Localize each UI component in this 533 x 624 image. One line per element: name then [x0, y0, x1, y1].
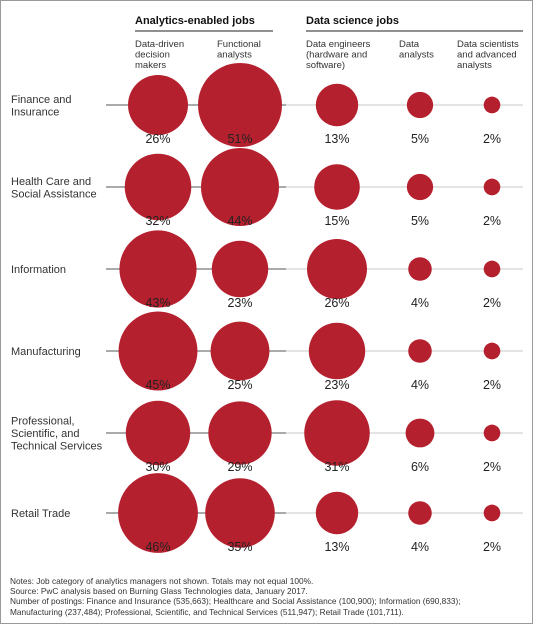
bubble: [405, 418, 435, 448]
bubble: [308, 322, 366, 380]
note-line: Number of postings: Finance and Insuranc…: [10, 596, 461, 607]
value-label: 29%: [227, 460, 252, 474]
bubble: [125, 400, 191, 466]
note-line: Source: PwC analysis based on Burning Gl…: [10, 586, 308, 597]
value-label: 25%: [227, 378, 252, 392]
bubble: [408, 501, 432, 525]
value-label: 23%: [227, 296, 252, 310]
value-label: 6%: [411, 460, 429, 474]
bubble: [314, 164, 360, 210]
bubble: [406, 173, 434, 201]
bubble: [483, 342, 501, 360]
bubble: [304, 400, 370, 466]
value-label: 43%: [145, 296, 170, 310]
bubble: [483, 260, 501, 278]
value-label: 15%: [324, 214, 349, 228]
value-label: 4%: [411, 296, 429, 310]
row-label: Information: [11, 264, 66, 276]
column-header: and advanced: [457, 50, 517, 61]
value-label: 45%: [145, 378, 170, 392]
value-label: 2%: [483, 132, 501, 146]
column-header: (hardware and: [306, 50, 367, 61]
bubble: [119, 230, 197, 308]
bubble: [307, 239, 367, 299]
column-header: Data-driven: [135, 39, 184, 50]
bubble: [200, 147, 280, 227]
value-label: 2%: [483, 540, 501, 554]
bubble: [483, 96, 501, 114]
bubble: [406, 91, 434, 119]
note-line: Notes: Job category of analytics manager…: [10, 576, 314, 586]
column-header: Functional: [217, 39, 261, 50]
value-label: 26%: [324, 296, 349, 310]
bubble: [483, 424, 501, 442]
row-label: Insurance: [11, 106, 59, 118]
bubble: [483, 504, 501, 522]
bubble: [408, 257, 432, 281]
bubble: [208, 401, 272, 465]
value-label: 4%: [411, 540, 429, 554]
group-title: Data science jobs: [306, 15, 399, 27]
row-label: Manufacturing: [11, 346, 81, 358]
row-label: Retail Trade: [11, 508, 70, 520]
value-label: 31%: [324, 460, 349, 474]
bubble: [408, 339, 432, 363]
column-header: decision: [135, 50, 170, 61]
value-label: 2%: [483, 378, 501, 392]
chart-notes: Notes: Job category of analytics manager…: [10, 576, 525, 617]
column-header: analysts: [457, 60, 492, 71]
value-label: 5%: [411, 214, 429, 228]
value-label: 51%: [227, 132, 252, 146]
column-header: Data engineers: [306, 39, 371, 50]
row-label: Technical Services: [11, 441, 103, 453]
column-header: software): [306, 60, 345, 71]
column-header: Data scientists: [457, 39, 519, 50]
value-label: 2%: [483, 460, 501, 474]
value-label: 46%: [145, 540, 170, 554]
bubble: [210, 321, 270, 381]
column-header: Data: [399, 39, 420, 50]
value-label: 13%: [324, 540, 349, 554]
column-header: makers: [135, 60, 166, 71]
bubble: [483, 178, 501, 196]
value-label: 2%: [483, 214, 501, 228]
bubble: [205, 478, 275, 548]
bubble: [128, 75, 188, 135]
value-label: 13%: [324, 132, 349, 146]
value-label: 32%: [145, 214, 170, 228]
column-header: analysts: [399, 50, 434, 61]
value-label: 26%: [145, 132, 170, 146]
group-title: Analytics-enabled jobs: [135, 15, 255, 27]
bubble-chart: Analytics-enabled jobs Data science jobs D…: [11, 15, 523, 554]
bubble: [118, 311, 198, 391]
column-header: analysts: [217, 50, 252, 61]
value-label: 4%: [411, 378, 429, 392]
row-label: Finance and: [11, 94, 72, 106]
value-label: 30%: [145, 460, 170, 474]
bubble: [198, 63, 282, 147]
value-label: 5%: [411, 132, 429, 146]
bubble: [118, 473, 198, 553]
bubble: [315, 491, 359, 535]
row-label: Professional,: [11, 416, 75, 428]
value-label: 23%: [324, 378, 349, 392]
row-label: Scientific, and: [11, 428, 79, 440]
note-line: Manufacturing (237,484); Professional, S…: [10, 606, 404, 617]
value-label: 35%: [227, 540, 252, 554]
bubble: [211, 240, 269, 298]
row-label: Social Assistance: [11, 188, 97, 200]
row-label: Health Care and: [11, 176, 91, 188]
value-label: 44%: [227, 214, 252, 228]
bubble: [315, 83, 359, 127]
bubble: [124, 153, 192, 221]
value-label: 2%: [483, 296, 501, 310]
